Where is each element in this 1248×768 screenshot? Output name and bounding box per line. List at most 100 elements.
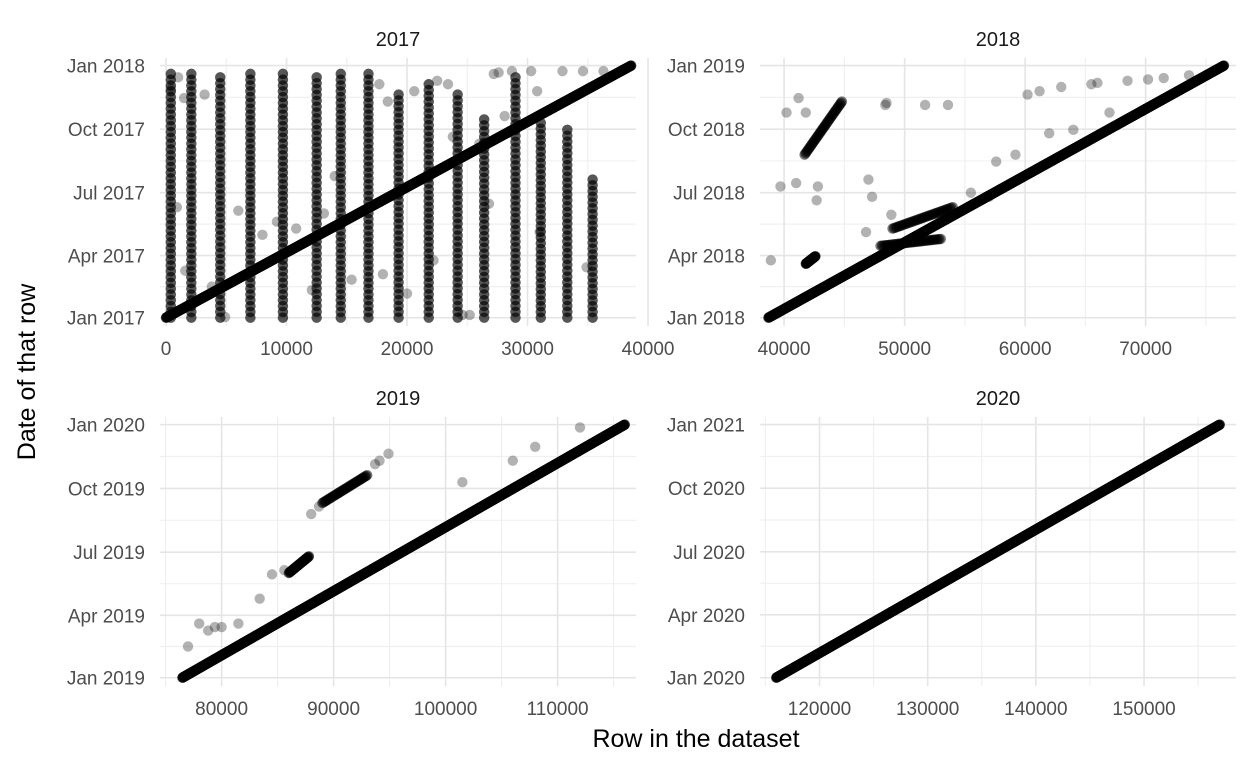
- scatter-point: [206, 281, 218, 292]
- x-tick-label: 0: [161, 339, 172, 360]
- diagonal-point: [208, 286, 220, 297]
- diagonal-point: [187, 298, 198, 309]
- diagonal-point: [169, 307, 181, 319]
- diagonal-point: [214, 283, 225, 295]
- diagonal-point: [213, 284, 224, 295]
- diagonal-point: [190, 296, 201, 307]
- diagonal-point: [228, 275, 239, 287]
- scatter-point: [318, 208, 330, 219]
- diagonal-point: [226, 276, 237, 288]
- y-tick-label: Apr 2018: [668, 247, 745, 268]
- diagonal-point: [244, 267, 255, 278]
- diagonal-point: [204, 288, 216, 300]
- diagonal-point: [213, 283, 224, 295]
- diagonal-point: [247, 265, 258, 277]
- diagonal-point: [220, 280, 232, 291]
- diagonal-point: [216, 282, 227, 293]
- diagonal-point: [235, 272, 246, 283]
- diagonal-point: [227, 276, 238, 287]
- diagonal-point: [209, 285, 221, 297]
- diagonal-point: [200, 290, 212, 302]
- diagonal-point: [202, 289, 214, 301]
- diagonal-point: [238, 270, 249, 281]
- diagonal-point: [201, 290, 213, 301]
- diagonal-point: [211, 285, 222, 296]
- diagonal-point: [207, 287, 219, 298]
- diagonal-point: [245, 266, 256, 278]
- diagonal-point: [230, 274, 241, 286]
- diagonal-point: [219, 280, 230, 292]
- diagonal-point: [160, 312, 172, 323]
- diagonal-point: [208, 286, 219, 298]
- x-tick-label: 70000: [1119, 339, 1172, 360]
- diagonal-point: [229, 275, 240, 286]
- diagonal-point: [206, 287, 218, 298]
- diagonal-point: [222, 279, 233, 290]
- diagonal-point: [207, 287, 218, 298]
- diagonal-point: [196, 293, 207, 304]
- diagonal-point: [186, 298, 197, 310]
- diagonal-point: [234, 272, 245, 284]
- diagonal-point: [209, 285, 221, 297]
- diagonal-point: [214, 283, 225, 294]
- diagonal-point: [185, 299, 196, 310]
- column-point: [215, 72, 226, 83]
- diagonal-point: [205, 288, 217, 299]
- diagonal-point: [213, 284, 224, 295]
- diagonal-point: [163, 311, 174, 322]
- diagonal-point: [223, 278, 234, 290]
- diagonal-point: [207, 287, 219, 298]
- diagonal-point: [161, 312, 172, 323]
- diagonal-point: [238, 270, 249, 281]
- diagonal-point: [208, 286, 219, 298]
- diagonal-point: [248, 265, 259, 276]
- diagonal-point: [193, 294, 204, 306]
- diagonal-point: [182, 301, 193, 312]
- diagonal-point: [228, 276, 239, 287]
- diagonal-point: [208, 286, 220, 297]
- diagonal-point: [184, 299, 195, 311]
- diagonal-point: [249, 264, 261, 275]
- diagonal-point: [247, 265, 259, 276]
- diagonal-point: [198, 292, 209, 303]
- diagonal-point: [232, 273, 243, 285]
- diagonal-point: [201, 290, 212, 302]
- scatter-point: [178, 92, 190, 104]
- diagonal-point: [188, 297, 199, 309]
- diagonal-point: [229, 275, 240, 286]
- diagonal-point: [198, 292, 209, 303]
- diagonal-point: [178, 302, 189, 314]
- diagonal-point: [203, 289, 215, 300]
- diagonal-point: [203, 289, 214, 300]
- diagonal-point: [233, 273, 244, 284]
- diagonal-point: [203, 289, 215, 300]
- diagonal-point: [167, 308, 178, 320]
- column-point: [393, 89, 404, 100]
- diagonal-point: [221, 279, 232, 291]
- diagonal-point: [202, 290, 213, 301]
- diagonal-point: [207, 287, 218, 298]
- scatter-point: [474, 138, 485, 149]
- diagonal-point: [194, 294, 205, 305]
- diagonal-point: [173, 305, 184, 317]
- diagonal-point: [182, 301, 193, 312]
- diagonal-point: [213, 283, 224, 295]
- diagonal-point: [163, 311, 174, 322]
- diagonal-point: [193, 294, 205, 305]
- diagonal-point: [220, 280, 231, 291]
- diagonal-point: [170, 307, 181, 318]
- diagonal-point: [223, 278, 235, 289]
- diagonal-point: [211, 285, 222, 296]
- scatter-point: [598, 65, 609, 77]
- diagonal-point: [197, 292, 208, 304]
- diagonal-point: [235, 271, 247, 283]
- diagonal-point: [184, 299, 195, 311]
- diagonal-point: [231, 274, 242, 285]
- diagonal-point: [193, 294, 204, 306]
- diagonal-point: [236, 271, 248, 282]
- diagonal-point: [186, 298, 198, 309]
- diagonal-point: [236, 271, 247, 283]
- diagonal-point: [237, 270, 249, 282]
- scatter-point: [374, 79, 385, 90]
